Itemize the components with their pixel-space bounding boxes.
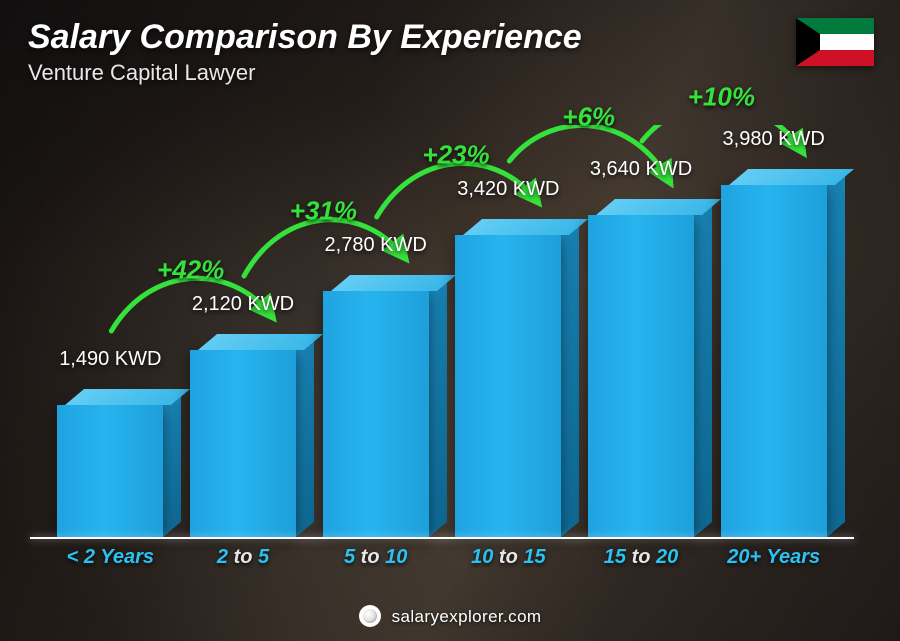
chart-baseline (30, 537, 854, 539)
category-label: 20+ Years (713, 546, 834, 569)
bar-side-face (694, 200, 712, 537)
salary-bar-chart: +42%+31%+23%+6%+10% 1,490 KWD2,120 KWD2,… (36, 125, 848, 567)
bar-side-face (296, 335, 314, 537)
page-subtitle: Venture Capital Lawyer (28, 60, 255, 86)
bar-front (455, 235, 561, 537)
category-label: 10 to 15 (448, 546, 569, 569)
bar-front (721, 185, 827, 537)
bar-top-face (331, 275, 456, 291)
bar-side-face (827, 170, 845, 537)
page-title: Salary Comparison By Experience (28, 18, 582, 57)
category-label: 5 to 10 (315, 546, 436, 569)
footer: salaryexplorer.com (0, 605, 900, 627)
category-label: 15 to 20 (581, 546, 702, 569)
bar-0: 1,490 KWD (50, 405, 171, 537)
category-row: < 2 Years 2 to 5 5 to 10 10 to 15 15 to 20 20… (36, 546, 848, 569)
bar-1: 2,120 KWD (183, 350, 304, 537)
bar-front (588, 215, 694, 537)
value-label: 2,780 KWD (296, 234, 456, 257)
bar-3d (57, 405, 163, 537)
flag-kuwait-icon (796, 18, 874, 66)
bars-container: 1,490 KWD2,120 KWD2,780 KWD3,420 KWD3,64… (36, 125, 848, 537)
bar-front (57, 405, 163, 537)
bar-top-face (729, 169, 854, 185)
bar-5: 3,980 KWD (713, 185, 834, 537)
value-label: 1,490 KWD (30, 348, 190, 371)
value-label: 2,120 KWD (163, 293, 323, 316)
bar-3d (190, 350, 296, 537)
bar-top-face (65, 389, 190, 405)
bar-3d (323, 291, 429, 537)
value-label: 3,420 KWD (428, 178, 588, 201)
bar-top-face (198, 334, 323, 350)
bar-top-face (463, 219, 588, 235)
value-label: 3,980 KWD (694, 128, 854, 151)
bar-3: 3,420 KWD (448, 235, 569, 537)
value-label: 3,640 KWD (561, 158, 721, 181)
bar-3d (455, 235, 561, 537)
bar-side-face (163, 390, 181, 537)
bar-3d (721, 185, 827, 537)
footer-site: salaryexplorer.com (392, 607, 542, 626)
site-logo-icon (359, 605, 381, 627)
bar-3d (588, 215, 694, 537)
category-label: < 2 Years (50, 546, 171, 569)
infographic-stage: Salary Comparison By Experience Venture … (0, 0, 900, 641)
category-label: 2 to 5 (183, 546, 304, 569)
bar-4: 3,640 KWD (581, 215, 702, 537)
bar-side-face (561, 220, 579, 537)
bar-2: 2,780 KWD (315, 291, 436, 537)
bar-top-face (596, 199, 721, 215)
bar-side-face (429, 276, 447, 537)
bar-front (190, 350, 296, 537)
bar-front (323, 291, 429, 537)
